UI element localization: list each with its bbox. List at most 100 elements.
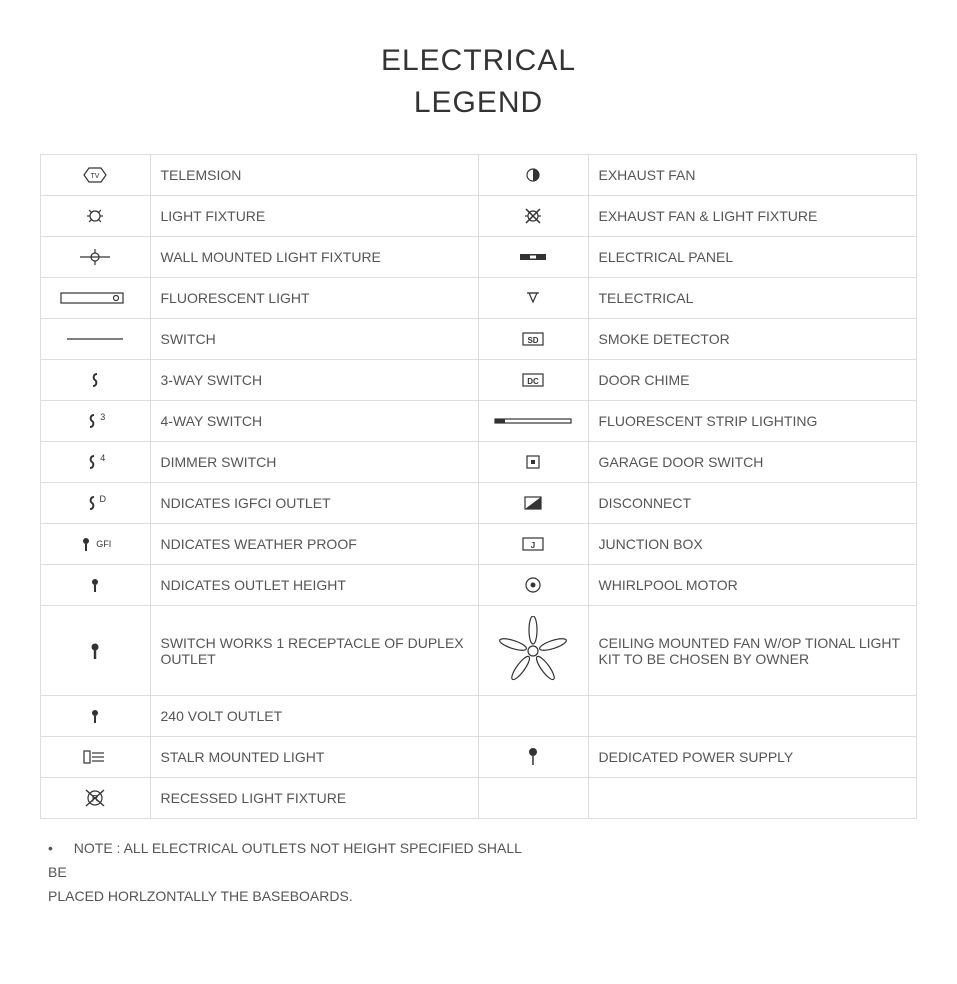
empty-icon [489,704,578,728]
outlet-gfi-icon: GFI [51,532,140,556]
symbol-cell [479,401,589,442]
pin-icon [489,745,578,769]
label-cell: 4-WAY SWITCH [150,401,479,442]
wall-light-icon [51,245,140,269]
table-row: 3-WAY SWITCHDCDOOR CHIME [41,360,917,401]
hex-tv-icon: TV [51,163,140,187]
svg-text:TV: TV [91,173,100,180]
label-cell: GARAGE DOOR SWITCH [588,442,917,483]
circle-dot-icon [489,573,578,597]
label-cell: TELECTRICAL [588,278,917,319]
dc-box-icon: DC [489,368,578,392]
symbol-cell [479,483,589,524]
symbol-cell: TV [41,155,151,196]
svg-text:J: J [531,541,535,550]
symbol-cell [41,237,151,278]
note-line: PLACED HORLZONTALLY THE BASEBOARDS. [48,885,917,909]
symbol-cell [479,778,589,819]
symbol-cell [41,696,151,737]
label-cell: JUNCTION BOX [588,524,917,565]
label-cell: DIMMER SWITCH [150,442,479,483]
s-glyph-sup-icon: 3 [51,409,140,433]
table-row: 3 4-WAY SWITCH FLUORESCENT STRIP LIGHTING [41,401,917,442]
label-cell [588,778,917,819]
label-cell: CEILING MOUNTED FAN W/OP TIONAL LIGHT KI… [588,606,917,696]
label-cell [588,696,917,737]
symbol-cell [479,565,589,606]
label-cell: FLUORESCENT STRIP LIGHTING [588,401,917,442]
note-line: • NOTE : ALL ELECTRICAL OUTLETS NOT HEIG… [48,837,917,861]
symbol-cell [41,196,151,237]
symbol-cell [41,319,151,360]
empty-icon [489,786,578,810]
half-circle-icon [489,163,578,187]
outlet-icon [51,704,140,728]
table-row: STALR MOUNTED LIGHT DEDICATED POWER SUPPL… [41,737,917,778]
legend-table: TV TELEMSION EXHAUST FAN LIGHT FIXTURE EXHAU… [40,154,917,819]
outlet-icon [51,573,140,597]
label-cell: STALR MOUNTED LIGHT [150,737,479,778]
symbol-cell: 3 [41,401,151,442]
table-row: GFI NDICATES WEATHER PROOF J JUNCTION BOX [41,524,917,565]
panel-bar-icon [489,245,578,269]
symbol-cell: R [41,778,151,819]
circle-cross-strike-icon [489,204,578,228]
label-cell: 240 VOLT OUTLET [150,696,479,737]
label-cell: DISCONNECT [588,483,917,524]
symbol-cell [479,196,589,237]
s-glyph-sup-icon: D [51,491,140,515]
title-line-1: ELECTRICAL [381,44,576,77]
ceiling-fan-icon [489,639,578,663]
legend-tbody: TV TELEMSION EXHAUST FAN LIGHT FIXTURE EXHAU… [41,155,917,819]
label-cell: DEDICATED POWER SUPPLY [588,737,917,778]
table-row: SWITCHSDSMOKE DETECTOR [41,319,917,360]
title-line-2: LEGEND [414,86,543,119]
label-cell: NDICATES IGFCI OUTLET [150,483,479,524]
symbol-cell [479,606,589,696]
sd-box-icon: SD [489,327,578,351]
page-title: ELECTRICAL LEGEND [40,40,917,124]
table-row: 4DIMMER SWITCH GARAGE DOOR SWITCH [41,442,917,483]
table-row: RRECESSED LIGHT FIXTURE [41,778,917,819]
svg-text:DC: DC [527,377,539,386]
label-cell: FLUORESCENT LIGHT [150,278,479,319]
label-cell: WALL MOUNTED LIGHT FIXTURE [150,237,479,278]
label-cell: SMOKE DETECTOR [588,319,917,360]
symbol-cell: DC [479,360,589,401]
label-cell: EXHAUST FAN [588,155,917,196]
symbol-cell [479,237,589,278]
stair-light-icon [51,745,140,769]
label-cell: 3-WAY SWITCH [150,360,479,401]
note-block: • NOTE : ALL ELECTRICAL OUTLETS NOT HEIG… [40,837,917,908]
label-cell: LIGHT FIXTURE [150,196,479,237]
table-row: SWITCH WORKS 1 RECEPTACLE OF DUPLEX OUTL… [41,606,917,696]
symbol-cell: D [41,483,151,524]
page: ELECTRICAL LEGEND TV TELEMSION EXHAUST FAN… [0,0,957,948]
label-cell: TELEMSION [150,155,479,196]
table-row: 240 VOLT OUTLET [41,696,917,737]
j-box-icon: J [489,532,578,556]
label-cell: SWITCH WORKS 1 RECEPTACLE OF DUPLEX OUTL… [150,606,479,696]
label-cell: EXHAUST FAN & LIGHT FIXTURE [588,196,917,237]
circle-cross-icon [51,204,140,228]
table-row: FLUORESCENT LIGHT TELECTRICAL [41,278,917,319]
symbol-cell [479,442,589,483]
table-row: TV TELEMSION EXHAUST FAN [41,155,917,196]
recessed-icon: R [51,786,140,810]
symbol-cell [41,606,151,696]
symbol-cell: J [479,524,589,565]
label-cell: WHIRLPOOL MOTOR [588,565,917,606]
symbol-cell [479,737,589,778]
label-cell: NDICATES WEATHER PROOF [150,524,479,565]
label-cell: NDICATES OUTLET HEIGHT [150,565,479,606]
symbol-cell [479,155,589,196]
symbol-cell: 4 [41,442,151,483]
label-cell: ELECTRICAL PANEL [588,237,917,278]
symbol-cell: SD [479,319,589,360]
s-glyph-icon [51,368,140,392]
symbol-cell [41,737,151,778]
table-row: WALL MOUNTED LIGHT FIXTURE ELECTRICAL PAN… [41,237,917,278]
strip-light-icon [489,409,578,433]
table-row: D NDICATES IGFCI OUTLET DISCONNECT [41,483,917,524]
note-line: BE [48,861,917,885]
